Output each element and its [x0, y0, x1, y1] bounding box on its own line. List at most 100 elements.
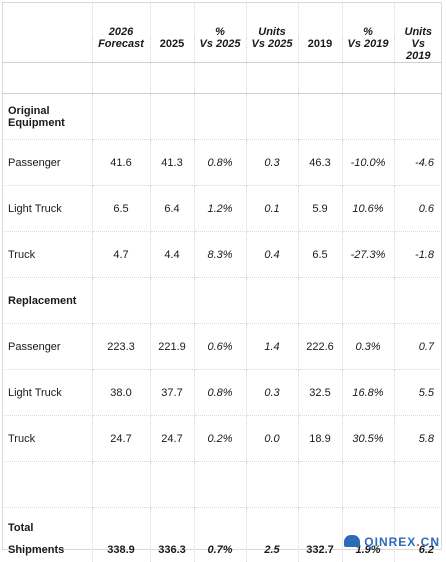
value-cell: 37.7 [150, 370, 194, 416]
header-cell: Forecast [92, 38, 150, 63]
header-cell [2, 38, 92, 63]
value-cell: 6.5 [92, 186, 150, 232]
section-title: Original Equipment [2, 94, 92, 140]
value-cell: 24.7 [150, 416, 194, 462]
value-cell: 24.7 [92, 416, 150, 462]
empty-cell [2, 462, 92, 508]
header-cell: Units [246, 2, 298, 38]
header-cell: Vs 2019 [342, 38, 394, 63]
header-row-2: Forecast 2025 Vs 2025 Vs 2025 2019 Vs 20… [2, 38, 442, 63]
empty-cell [92, 278, 150, 324]
header-row-1: 2026 % Units % Units [2, 2, 442, 38]
empty-cell [342, 462, 394, 508]
value-cell: 1.4 [246, 324, 298, 370]
value-cell: 41.3 [150, 140, 194, 186]
empty-cell [194, 278, 246, 324]
empty-cell [246, 278, 298, 324]
value-cell: -10.0% [342, 140, 394, 186]
value-cell: 18.9 [298, 416, 342, 462]
empty-cell [150, 462, 194, 508]
value-cell: -1.8 [394, 232, 442, 278]
empty-cell [342, 94, 394, 140]
total-value-cell: 336.3 [150, 508, 194, 562]
value-cell: -4.6 [394, 140, 442, 186]
header-cell: Vs 2025 [194, 38, 246, 63]
value-cell: 0.4 [246, 232, 298, 278]
empty-cell [394, 462, 442, 508]
total-label-line2: Shipments [8, 544, 88, 556]
value-cell: 32.5 [298, 370, 342, 416]
value-cell: 41.6 [92, 140, 150, 186]
empty-cell [92, 94, 150, 140]
total-value-cell: 2.5 [246, 508, 298, 562]
header-cell [298, 2, 342, 38]
value-cell: 0.0 [246, 416, 298, 462]
total-value-cell: 338.9 [92, 508, 150, 562]
header-spacer-row [2, 63, 442, 94]
empty-cell [394, 94, 442, 140]
value-cell: 4.4 [150, 232, 194, 278]
value-cell: 5.9 [298, 186, 342, 232]
value-cell: 1.2% [194, 186, 246, 232]
empty-cell [298, 278, 342, 324]
empty-cell [246, 462, 298, 508]
row-label: Passenger [2, 140, 92, 186]
value-cell: 0.1 [246, 186, 298, 232]
section-header-row: Replacement [2, 278, 442, 324]
watermark-text: QINREX [364, 535, 416, 549]
value-cell: 0.8% [194, 140, 246, 186]
value-cell: 10.6% [342, 186, 394, 232]
value-cell: 16.8% [342, 370, 394, 416]
spacer-row [2, 462, 442, 508]
empty-cell [194, 94, 246, 140]
total-value-cell: 0.7% [194, 508, 246, 562]
header-cell: 2026 [92, 2, 150, 38]
value-cell: 38.0 [92, 370, 150, 416]
section-header-row: Original Equipment [2, 94, 442, 140]
empty-cell [92, 462, 150, 508]
header-cell: Vs 2019 [394, 38, 442, 63]
value-cell: 0.3 [246, 370, 298, 416]
value-cell: 222.6 [298, 324, 342, 370]
header-cell: Vs 2025 [246, 38, 298, 63]
header-cell [150, 2, 194, 38]
value-cell: 6.4 [150, 186, 194, 232]
empty-cell [298, 462, 342, 508]
empty-cell [150, 278, 194, 324]
empty-cell [342, 278, 394, 324]
header-cell: % [194, 2, 246, 38]
value-cell: 8.3% [194, 232, 246, 278]
row-label: Truck [2, 416, 92, 462]
empty-cell [394, 278, 442, 324]
total-value-cell: 332.7 [298, 508, 342, 562]
row-label: Passenger [2, 324, 92, 370]
value-cell: 0.3 [246, 140, 298, 186]
value-cell: 0.6 [394, 186, 442, 232]
empty-cell [150, 94, 194, 140]
header-cell: 2025 [150, 38, 194, 63]
empty-cell [298, 94, 342, 140]
value-cell: 221.9 [150, 324, 194, 370]
value-cell: 5.5 [394, 370, 442, 416]
value-cell: 0.7 [394, 324, 442, 370]
header-cell: Units [394, 2, 442, 38]
value-cell: 0.6% [194, 324, 246, 370]
watermark-logo: QINREX.CN [344, 535, 440, 549]
value-cell: 6.5 [298, 232, 342, 278]
value-cell: 0.8% [194, 370, 246, 416]
value-cell: 0.2% [194, 416, 246, 462]
row-label: Truck [2, 232, 92, 278]
watermark-suffix: CN [421, 535, 440, 549]
logo-icon [344, 535, 360, 547]
value-cell: -27.3% [342, 232, 394, 278]
value-cell: 223.3 [92, 324, 150, 370]
value-cell: 4.7 [92, 232, 150, 278]
